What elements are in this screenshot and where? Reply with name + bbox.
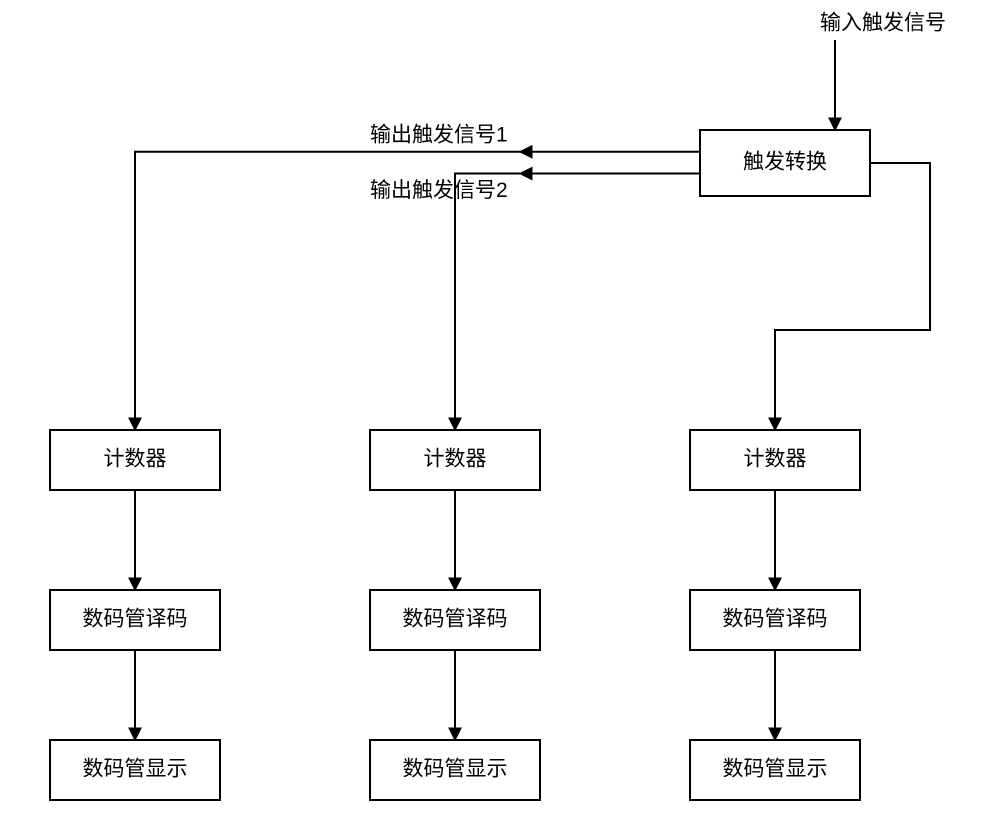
decode-label-2: 数码管译码 [403, 608, 508, 631]
output-signal-2-label: 输出触发信号2 [370, 179, 508, 202]
counter-label-2: 计数器 [424, 448, 487, 471]
edge-out2-to-col2 [455, 174, 523, 430]
decode-label-3: 数码管译码 [723, 608, 828, 631]
input-signal-label: 输入触发信号 [820, 12, 946, 35]
counter-label-3: 计数器 [744, 448, 807, 471]
display-label-1: 数码管显示 [83, 758, 188, 781]
output-signal-1-label: 输出触发信号1 [370, 123, 508, 146]
trigger-convert-label: 触发转换 [743, 151, 827, 174]
display-label-3: 数码管显示 [723, 758, 828, 781]
edge-trigger-to-col3 [775, 163, 930, 430]
display-label-2: 数码管显示 [403, 758, 508, 781]
decode-label-1: 数码管译码 [83, 608, 188, 631]
counter-label-1: 计数器 [104, 448, 167, 471]
